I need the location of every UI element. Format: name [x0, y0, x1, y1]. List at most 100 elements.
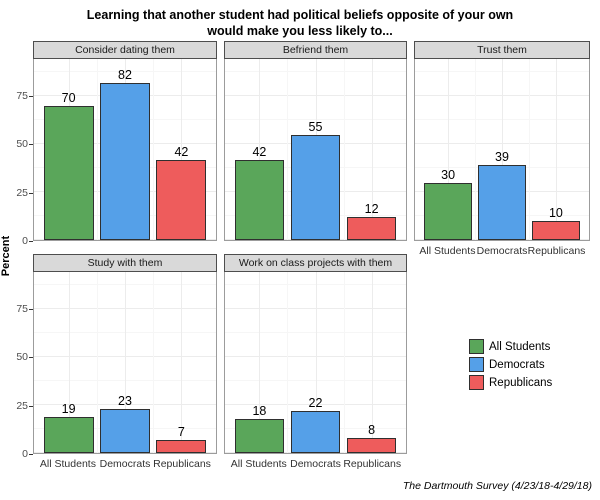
- bar-republicans: [346, 217, 397, 240]
- x-axis-label-all-students: All Students: [419, 245, 476, 257]
- facet-panel-consider-dating-them: 70 82 42: [33, 59, 217, 241]
- legend-item-republicans: Republicans: [469, 374, 552, 391]
- facet-strip-consider-dating-them: Consider dating them: [33, 41, 217, 59]
- facet-panel-trust-them: 30 39 10: [414, 59, 590, 241]
- chart-title-line1: Learning that another student had politi…: [86, 8, 514, 22]
- y-tick-label: 0: [22, 235, 28, 247]
- bar-democrats: [290, 134, 341, 240]
- facet-strip-work-on-class-projects-with-them: Work on class projects with them: [224, 254, 407, 272]
- bar-value-label: 70: [61, 91, 76, 105]
- bar-republicans: [346, 437, 397, 453]
- y-tick-mark: [29, 144, 33, 146]
- x-axis-label-democrats: Democrats: [290, 458, 341, 470]
- bar-democrats: [290, 410, 341, 453]
- legend-item-democrats: Democrats: [469, 356, 552, 373]
- x-axis-label-republicans: Republicans: [153, 458, 211, 470]
- y-tick-label: 50: [16, 351, 28, 364]
- facet-panel-befriend-them: 42 55 12: [224, 59, 407, 241]
- legend-label: Democrats: [489, 358, 545, 371]
- gridline-minor: [343, 272, 345, 453]
- legend: All Students Democrats Republicans: [469, 338, 552, 392]
- y-tick-mark: [29, 454, 33, 455]
- gridline-minor: [96, 59, 98, 240]
- bar-value-label: 39: [495, 150, 509, 165]
- y-tick-label: 75: [16, 302, 28, 315]
- x-axis-label-democrats: Democrats: [99, 458, 151, 470]
- bar-republicans: [532, 220, 580, 240]
- chart-title: Learning that another student had politi…: [0, 7, 600, 40]
- bar-value-label: 8: [368, 422, 376, 437]
- bar-value-label: 42: [174, 144, 189, 159]
- bar-value-label: 22: [308, 395, 323, 410]
- gridline-minor: [153, 59, 155, 240]
- y-tick-mark: [29, 95, 33, 97]
- bar-republicans: [156, 439, 207, 453]
- legend-swatch-all-students: [469, 339, 484, 354]
- y-tick-mark: [29, 241, 33, 242]
- facet-strip-befriend-them: Befriend them: [224, 41, 407, 59]
- gridline-minor: [475, 59, 477, 240]
- y-tick-label: 25: [16, 186, 28, 199]
- y-tick-mark: [29, 357, 33, 359]
- x-axis-label-republicans: Republicans: [343, 458, 402, 470]
- y-tick-label: 50: [16, 138, 28, 151]
- facet-panel-work-on-class-projects-with-them: 18 22 8: [224, 272, 407, 454]
- gridline-major: [371, 272, 373, 453]
- bar-republicans: [156, 159, 207, 240]
- bar-all-students: [234, 159, 285, 240]
- gridline-minor: [343, 59, 345, 240]
- x-axis-label-republicans: Republicans: [527, 245, 586, 257]
- legend-swatch-republicans: [469, 375, 484, 390]
- gridline-major: [181, 272, 183, 453]
- legend-item-all-students: All Students: [469, 338, 552, 355]
- gridline-major: [448, 59, 450, 240]
- gridline-major: [259, 59, 261, 240]
- x-axis-label-democrats: Democrats: [476, 245, 528, 257]
- bar-democrats: [478, 165, 526, 240]
- bar-value-label: 55: [308, 119, 323, 134]
- gridline-major: [259, 272, 261, 453]
- gridline-minor: [287, 272, 289, 453]
- bar-value-label: 23: [118, 394, 132, 408]
- legend-swatch-democrats: [469, 357, 484, 372]
- bar-value-label: 7: [177, 424, 185, 439]
- bar-all-students: [234, 418, 285, 453]
- gridline-major: [371, 59, 373, 240]
- bar-all-students: [424, 182, 472, 240]
- gridline-major: [555, 59, 557, 240]
- bar-value-label: 30: [441, 167, 456, 182]
- y-tick-mark: [29, 192, 33, 194]
- bar-value-label: 18: [252, 403, 267, 418]
- bar-value-label: 10: [548, 205, 563, 220]
- source-caption: The Dartmouth Survey (4/23/18-4/29/18): [402, 480, 592, 492]
- y-tick-label: 0: [22, 448, 28, 460]
- bar-value-label: 42: [252, 144, 267, 159]
- facet-panel-study-with-them: 19 23 7: [33, 272, 217, 454]
- bar-all-students: [43, 106, 94, 240]
- bar-democrats: [100, 83, 151, 240]
- gridline-minor: [287, 59, 289, 240]
- y-tick-label: 75: [16, 89, 28, 102]
- bar-value-label: 12: [364, 202, 379, 216]
- gridline-major: [125, 272, 126, 453]
- bar-value-label: 82: [118, 68, 132, 82]
- bar-value-label: 19: [61, 401, 76, 416]
- gridline-major: [68, 272, 70, 453]
- facet-strip-study-with-them: Study with them: [33, 254, 217, 272]
- x-axis-label-all-students: All Students: [230, 458, 287, 470]
- gridline-major: [502, 59, 503, 240]
- y-tick-mark: [29, 308, 33, 310]
- gridline-major: [315, 272, 317, 453]
- bar-all-students: [43, 416, 94, 453]
- gridline-minor: [96, 272, 98, 453]
- facet-strip-trust-them: Trust them: [414, 41, 590, 59]
- gridline-minor: [153, 272, 155, 453]
- legend-label: All Students: [489, 340, 551, 353]
- gridline-major: [181, 59, 183, 240]
- gridline-minor: [528, 59, 530, 240]
- y-tick-mark: [29, 405, 33, 407]
- bar-democrats: [100, 409, 151, 453]
- x-axis-label-all-students: All Students: [39, 458, 96, 470]
- chart-title-line2: would make you less likely to...: [207, 24, 393, 39]
